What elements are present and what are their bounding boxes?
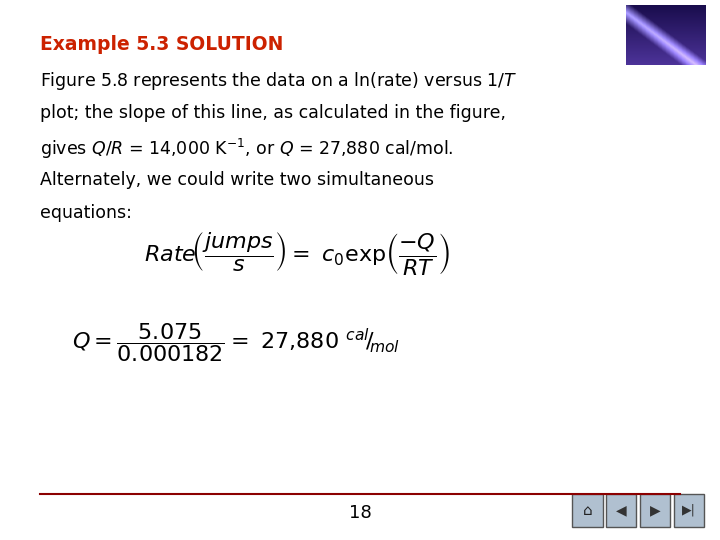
Text: equations:: equations: (40, 204, 132, 222)
Text: plot; the slope of this line, as calculated in the figure,: plot; the slope of this line, as calcula… (40, 104, 505, 122)
Text: ▶|: ▶| (682, 504, 696, 517)
FancyBboxPatch shape (572, 494, 603, 526)
Text: Figure 5.8 represents the data on a ln(rate) versus 1/$\mathit{T}$: Figure 5.8 represents the data on a ln(r… (40, 70, 517, 92)
FancyBboxPatch shape (640, 494, 670, 526)
Text: ⌂: ⌂ (582, 503, 593, 518)
Text: gives $\mathit{Q/R}$ = 14,000 K$^{-1}$, or $\mathit{Q}$ = 27,880 cal/mol.: gives $\mathit{Q/R}$ = 14,000 K$^{-1}$, … (40, 137, 453, 161)
Text: ▶: ▶ (650, 503, 660, 517)
Text: Example 5.3 SOLUTION: Example 5.3 SOLUTION (40, 35, 283, 54)
Text: ◀: ◀ (616, 503, 626, 517)
Text: Alternately, we could write two simultaneous: Alternately, we could write two simultan… (40, 171, 433, 188)
Text: $\mathit{Q} = \dfrac{5.075}{0.000182} = \ 27{,}880 \ {}^{\mathit{cal}}\!/\!_{\ma: $\mathit{Q} = \dfrac{5.075}{0.000182} = … (72, 321, 400, 365)
FancyBboxPatch shape (674, 494, 704, 526)
Text: 18: 18 (348, 504, 372, 522)
FancyBboxPatch shape (606, 494, 636, 526)
Text: $\mathit{Rate}\!\left(\dfrac{\mathit{jumps}}{\mathit{s}}\right) = \ c_0 \exp\!\l: $\mathit{Rate}\!\left(\dfrac{\mathit{jum… (144, 230, 450, 278)
